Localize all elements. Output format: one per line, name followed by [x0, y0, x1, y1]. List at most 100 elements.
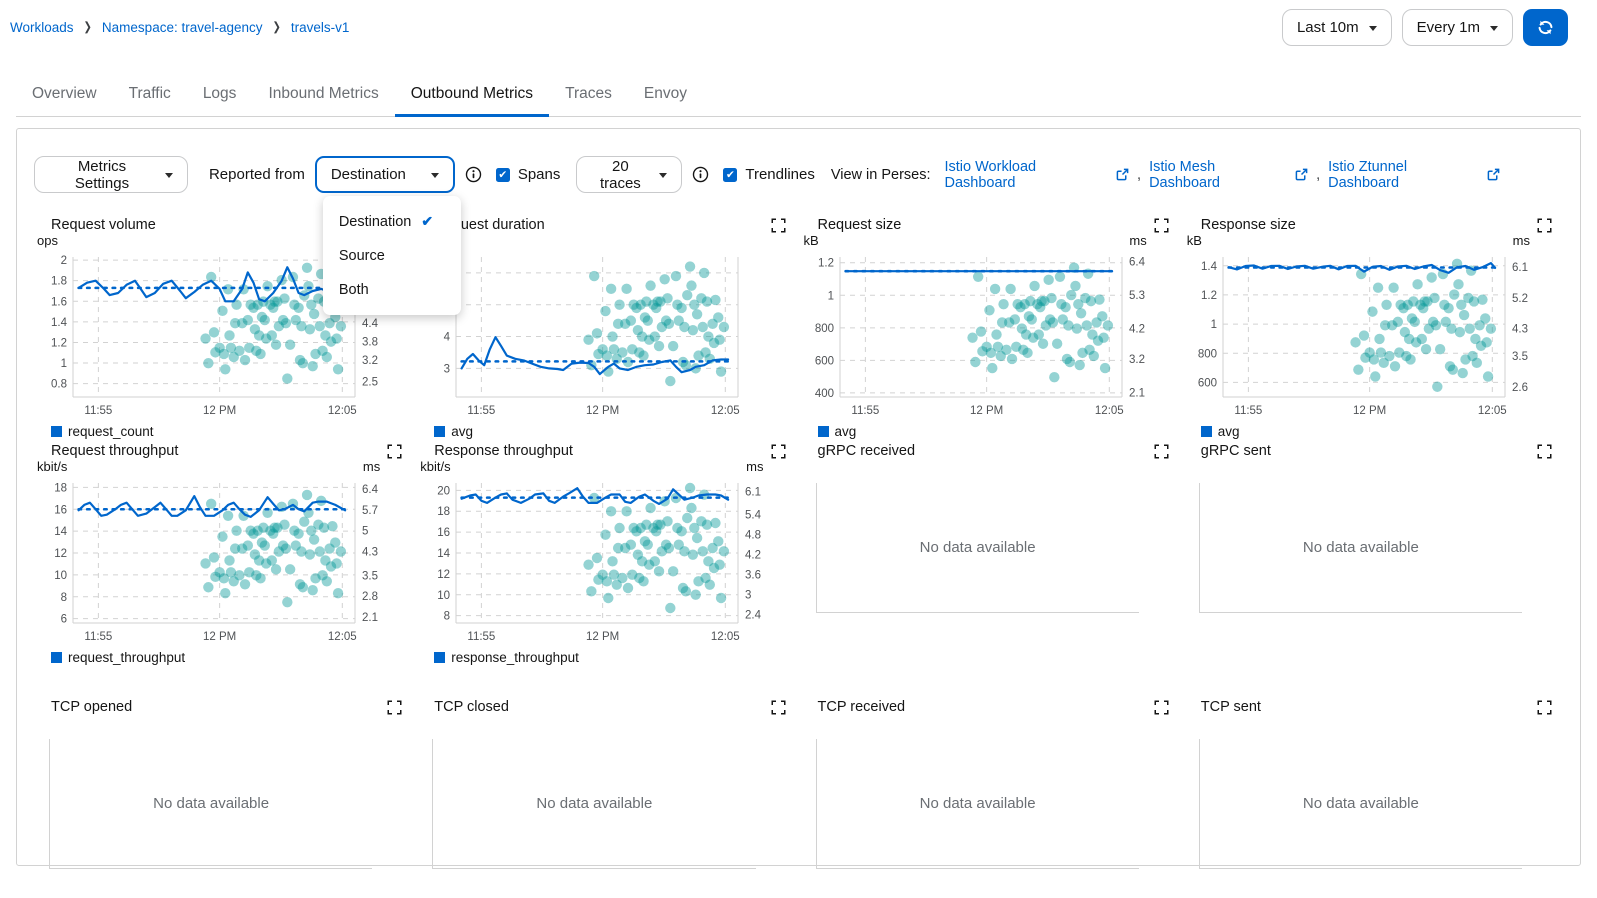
no-data-text: No data available: [153, 795, 270, 812]
svg-text:6.1: 6.1: [1512, 262, 1528, 274]
menu-item-source[interactable]: Source: [338, 248, 385, 264]
link-istio-mesh-dashboard[interactable]: Istio Mesh Dashboard: [1149, 159, 1308, 191]
expand-icon[interactable]: [1537, 700, 1552, 715]
tab-traffic[interactable]: Traffic: [128, 85, 171, 102]
svg-text:11:55: 11:55: [468, 405, 496, 417]
traces-count-dropdown[interactable]: 20 traces: [576, 156, 683, 193]
expand-icon[interactable]: [771, 700, 786, 715]
expand-icon[interactable]: [1154, 218, 1169, 233]
reported-from-menu: Destination ✔ Source Both: [322, 196, 461, 315]
metrics-settings-dropdown[interactable]: Metrics Settings: [34, 156, 188, 193]
trendlines-label: Trendlines: [745, 166, 815, 183]
right-axis-unit: ms: [1129, 233, 1147, 248]
svg-text:3.2: 3.2: [1129, 354, 1145, 366]
svg-text:11:55: 11:55: [84, 631, 112, 643]
expand-icon[interactable]: [387, 700, 402, 715]
reported-from-label: Reported from: [208, 166, 305, 183]
legend-label: avg: [834, 423, 857, 439]
trendlines-checkbox[interactable]: ✔: [723, 167, 738, 182]
chevron-right-icon: ❯: [83, 20, 92, 35]
info-icon[interactable]: [465, 166, 482, 183]
svg-text:12:05: 12:05: [328, 405, 357, 417]
tab-bar: Overview Traffic Logs Inbound Metrics Ou…: [16, 76, 1581, 117]
legend-label: request_throughput: [68, 649, 186, 665]
svg-text:20: 20: [437, 485, 450, 497]
empty-chart-area: No data available: [815, 739, 1139, 869]
tab-outbound-metrics[interactable]: Outbound Metrics: [394, 76, 550, 117]
svg-text:800: 800: [814, 323, 833, 335]
svg-text:2.8: 2.8: [362, 591, 378, 603]
panel-tcp-closed: TCP closed No data available: [418, 697, 787, 869]
legend-item[interactable]: request_throughput: [35, 647, 404, 667]
legend-swatch: [434, 651, 446, 663]
svg-text:3.5: 3.5: [362, 570, 378, 582]
tcp-grid: TCP opened No data available TCP closed No…: [17, 681, 1580, 869]
chart-plot: 18 16 14 12 10 8 6 6.4 5.7 5 4.3 3.5 2.8 2.1 11:55 12 P…: [54, 482, 378, 643]
chevron-down-icon: [1368, 25, 1377, 31]
legend-label: avg: [1217, 423, 1240, 439]
menu-item-both[interactable]: Both: [338, 282, 369, 298]
legend-item[interactable]: avg: [418, 421, 787, 441]
expand-icon[interactable]: [1537, 218, 1552, 233]
info-icon[interactable]: [692, 166, 709, 183]
time-range-value: Last 10m: [1296, 19, 1359, 36]
svg-text:1.2: 1.2: [1201, 290, 1217, 302]
svg-text:5: 5: [362, 526, 368, 538]
expand-icon[interactable]: [771, 444, 786, 459]
breadcrumb-workloads[interactable]: Workloads: [10, 20, 74, 35]
link-istio-workload-dashboard[interactable]: Istio Workload Dashboard: [945, 159, 1130, 191]
expand-icon[interactable]: [387, 444, 402, 459]
panel-grpc-received: gRPC received No data available: [802, 441, 1171, 667]
legend-swatch: [51, 651, 62, 663]
right-axis-unit: ms: [746, 459, 764, 474]
svg-text:12 PM: 12 PM: [203, 631, 236, 643]
chart-plot: 20 18 16 14 12 10 8 6.1 5.4 4.8 4.2 3.6 3 2.4 11:55 12 …: [437, 482, 762, 643]
svg-text:1.4: 1.4: [1201, 261, 1218, 273]
tab-envoy[interactable]: Envoy: [643, 85, 687, 102]
legend-item[interactable]: response_throughput: [418, 647, 787, 667]
svg-text:400: 400: [814, 388, 833, 400]
refresh-button[interactable]: [1523, 9, 1568, 46]
spans-checkbox[interactable]: ✔: [495, 167, 510, 182]
right-axis-unit: ms: [362, 459, 381, 474]
breadcrumb-workload[interactable]: travels-v1: [290, 20, 350, 35]
refresh-interval-dropdown[interactable]: Every 1m: [1401, 9, 1513, 46]
tab-overview[interactable]: Overview: [32, 85, 97, 102]
chart-title: Response throughput: [434, 443, 573, 459]
svg-text:1.2: 1.2: [818, 258, 834, 270]
expand-icon[interactable]: [1154, 700, 1169, 715]
tab-traces[interactable]: Traces: [565, 85, 612, 102]
legend-item[interactable]: avg: [802, 421, 1171, 441]
reported-from-dropdown-wrap: Destination Destination ✔ Source Both: [314, 156, 461, 315]
menu-item-destination[interactable]: Destination ✔: [338, 213, 434, 230]
svg-text:800: 800: [1198, 348, 1217, 360]
expand-icon[interactable]: [771, 218, 786, 233]
external-link-icon: [1116, 168, 1129, 181]
empty-chart-area: No data available: [1198, 739, 1522, 869]
svg-text:0.8: 0.8: [51, 379, 67, 391]
svg-text:5.3: 5.3: [1129, 290, 1145, 302]
svg-text:18: 18: [54, 482, 67, 494]
svg-text:2.5: 2.5: [362, 377, 378, 389]
svg-text:4.8: 4.8: [745, 530, 761, 542]
tab-inbound-metrics[interactable]: Inbound Metrics: [268, 85, 379, 102]
expand-icon[interactable]: [1537, 444, 1552, 459]
svg-text:10: 10: [437, 590, 450, 602]
spans-toggle: ✔ Spans: [495, 166, 560, 183]
chart-request-throughput: Request throughput kbit/s ms 18 16 14 12 10 8 6 6.…: [35, 441, 404, 667]
breadcrumb-namespace[interactable]: Namespace: travel-agency: [101, 20, 263, 35]
legend-item[interactable]: request_count: [35, 421, 404, 441]
time-range-dropdown[interactable]: Last 10m: [1281, 9, 1392, 46]
sync-icon: [1537, 19, 1554, 36]
svg-text:5.2: 5.2: [1512, 293, 1528, 305]
chart-title: TCP sent: [1200, 699, 1261, 715]
panel-tcp-sent: TCP sent No data available: [1185, 697, 1554, 869]
reported-from-dropdown[interactable]: Destination: [314, 156, 455, 193]
link-istio-ztunnel-dashboard[interactable]: Istio Ztunnel Dashboard: [1328, 159, 1500, 191]
expand-icon[interactable]: [1154, 444, 1169, 459]
tab-logs[interactable]: Logs: [202, 85, 237, 102]
legend-item[interactable]: avg: [1185, 421, 1554, 441]
chart-title: Response size: [1200, 217, 1296, 233]
metrics-toolbar: Metrics Settings Reported from Destinati…: [34, 156, 1500, 315]
